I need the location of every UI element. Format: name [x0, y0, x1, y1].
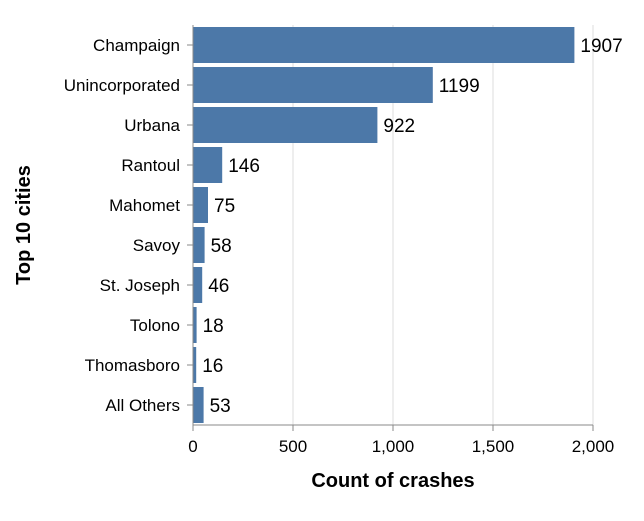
x-tick-label: 1,000 — [372, 437, 415, 456]
bar-value-label: 53 — [210, 396, 231, 417]
y-tick-label: Urbana — [124, 116, 180, 135]
bar — [193, 387, 204, 423]
bar — [193, 347, 197, 383]
y-tick-label: Mahomet — [109, 196, 180, 215]
bar — [193, 67, 433, 103]
y-tick-label: Champaign — [93, 36, 180, 55]
bar — [193, 27, 575, 63]
x-tick-label: 0 — [188, 437, 197, 456]
bar — [193, 267, 203, 303]
bar-value-label: 16 — [202, 356, 223, 377]
bar-value-label: 1199 — [439, 76, 480, 97]
y-tick-label: Thomasboro — [85, 356, 180, 375]
y-tick-label: Savoy — [133, 236, 181, 255]
bar — [193, 147, 223, 183]
x-tick-label: 1,500 — [472, 437, 515, 456]
bar-value-label: 146 — [228, 156, 260, 177]
bar-value-label: 922 — [383, 116, 415, 137]
bar — [193, 307, 197, 343]
axes — [187, 25, 594, 431]
bar — [193, 187, 208, 223]
x-axis-title: Count of crashes — [311, 470, 474, 492]
bar-value-label: 46 — [208, 276, 229, 297]
bar — [193, 107, 378, 143]
y-tick-label: Tolono — [130, 316, 180, 335]
x-tick-label: 500 — [279, 437, 307, 456]
bar — [193, 227, 205, 263]
y-axis-title: Top 10 cities — [13, 165, 35, 285]
y-tick-label: St. Joseph — [100, 276, 180, 295]
bar-value-label: 18 — [203, 316, 224, 337]
bar-value-label: 58 — [211, 236, 232, 257]
y-tick-label: All Others — [105, 396, 180, 415]
bars — [193, 27, 575, 423]
x-tick-label: 2,000 — [572, 437, 615, 456]
labels: 0 500 1,000 1,500 2,000 Champaign 1907 Unincorp… — [64, 36, 623, 456]
bar-value-label: 1907 — [580, 36, 622, 57]
y-tick-label: Unincorporated — [64, 76, 180, 95]
y-tick-label: Rantoul — [121, 156, 180, 175]
bar-value-label: 75 — [214, 196, 235, 217]
